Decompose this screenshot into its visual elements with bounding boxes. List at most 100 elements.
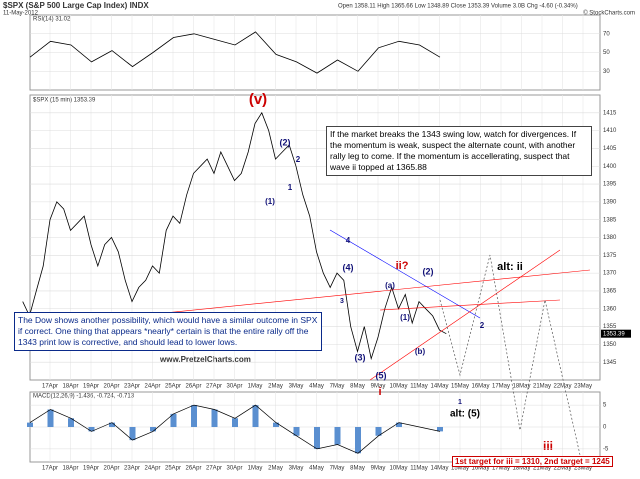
wave-label: (1) bbox=[400, 313, 410, 322]
macd-bar bbox=[437, 427, 443, 432]
x-tick-label: 23May bbox=[574, 466, 592, 472]
x-tick-label: 23May bbox=[574, 384, 592, 390]
x-tick-label: 26Apr bbox=[185, 384, 201, 390]
y-tick-label: 1395 bbox=[603, 182, 617, 188]
wave-label: ii? bbox=[396, 260, 409, 272]
macd-bar bbox=[211, 409, 218, 427]
x-tick-label: 15May bbox=[451, 466, 469, 472]
x-tick-label: 7May bbox=[330, 466, 345, 472]
x-tick-label: 24Apr bbox=[144, 384, 160, 390]
macd-bar bbox=[129, 427, 136, 441]
x-tick-label: 14May bbox=[430, 384, 448, 390]
x-tick-label: 1May bbox=[248, 466, 263, 472]
macd-bar bbox=[170, 413, 177, 427]
x-tick-label: 30Apr bbox=[226, 466, 242, 472]
wave-label: (1) bbox=[265, 197, 275, 206]
x-tick-label: 11May bbox=[410, 384, 428, 390]
x-tick-label: 3May bbox=[289, 466, 304, 472]
last-price-box bbox=[601, 329, 631, 338]
x-tick-label: 11May bbox=[410, 466, 428, 472]
macd-bar bbox=[273, 422, 279, 427]
x-tick-label: 21May bbox=[533, 384, 551, 390]
x-tick-label: 1May bbox=[248, 384, 263, 390]
x-tick-label: 2May bbox=[268, 384, 283, 390]
x-tick-label: 22May bbox=[553, 384, 571, 390]
x-tick-label: 24Apr bbox=[144, 466, 160, 472]
y-tick-label: 5 bbox=[603, 403, 607, 409]
x-tick-label: 17May bbox=[492, 384, 510, 390]
note: If the market breaks the 1343 swing low,… bbox=[326, 126, 592, 176]
x-tick-label: 20Apr bbox=[103, 384, 119, 390]
wave-label: (2) bbox=[280, 137, 291, 147]
macd-line bbox=[29, 404, 441, 454]
wave-label: 3 bbox=[340, 298, 344, 305]
wave-label: 2 bbox=[296, 155, 301, 164]
rsi-line bbox=[29, 31, 441, 74]
x-tick-label: 26Apr bbox=[185, 466, 201, 472]
x-tick-label: 23Apr bbox=[124, 384, 140, 390]
x-tick-label: 17May bbox=[492, 466, 510, 472]
macd-bar bbox=[47, 409, 54, 427]
wave-label: 1 bbox=[458, 399, 462, 406]
x-tick-label: 4May bbox=[309, 466, 324, 472]
last-price: 1353.39 bbox=[603, 331, 625, 337]
x-tick-label: 18Apr bbox=[62, 466, 78, 472]
x-tick-label: 8May bbox=[350, 466, 365, 472]
symbol: $SPX (S&P 500 Large Cap Index) INDX bbox=[3, 1, 149, 10]
wave-label: (3) bbox=[355, 352, 366, 362]
x-tick-label: 17Apr bbox=[42, 466, 58, 472]
x-tick-label: 20Apr bbox=[103, 466, 119, 472]
macd-bar bbox=[314, 427, 320, 449]
macd-bar bbox=[68, 418, 74, 427]
y-tick-label: 1385 bbox=[603, 217, 617, 223]
x-tick-label: 10May bbox=[389, 466, 407, 472]
macd-bar bbox=[109, 422, 115, 427]
wave-label: 4 bbox=[346, 236, 351, 245]
x-tick-label: 9May bbox=[371, 384, 386, 390]
dow-note: The Dow shows another possibility, which… bbox=[14, 312, 322, 351]
targets: 1st target for iii = 1310, 2nd target = … bbox=[452, 456, 613, 467]
macd-bar bbox=[375, 427, 382, 436]
macd-bar bbox=[27, 422, 33, 427]
wave-label: 2 bbox=[480, 321, 485, 330]
x-tick-label: 18May bbox=[512, 466, 530, 472]
macd-bar bbox=[396, 422, 402, 427]
wave-label: 1 bbox=[288, 183, 293, 192]
y-tick-label: 1375 bbox=[603, 253, 617, 259]
x-tick-label: 30Apr bbox=[226, 384, 242, 390]
x-tick-label: 14May bbox=[430, 466, 448, 472]
y-tick-label: 1360 bbox=[603, 306, 617, 312]
x-tick-label: 27Apr bbox=[206, 466, 222, 472]
y-tick-label: 1355 bbox=[603, 324, 617, 330]
x-tick-label: 25Apr bbox=[165, 384, 181, 390]
y-tick-label: 1390 bbox=[603, 199, 617, 205]
y-tick-label: -5 bbox=[603, 446, 609, 452]
price-title: $SPX (15 min) 1353.39 bbox=[33, 98, 96, 104]
x-tick-label: 18Apr bbox=[62, 384, 78, 390]
x-tick-label: 19Apr bbox=[83, 466, 99, 472]
y-tick-label: 1415 bbox=[603, 110, 617, 116]
y-tick-label: 30 bbox=[603, 69, 610, 75]
macd-bar bbox=[191, 405, 197, 427]
y-tick-label: 1400 bbox=[603, 164, 617, 170]
y-tick-label: 70 bbox=[603, 31, 610, 37]
wave-label: alt: (5) bbox=[450, 409, 480, 420]
wave-label: alt: ii bbox=[497, 261, 523, 273]
x-tick-label: 27Apr bbox=[206, 384, 222, 390]
macd-bar bbox=[293, 427, 300, 436]
trend-line bbox=[379, 299, 561, 311]
y-tick-label: 1350 bbox=[603, 342, 617, 348]
x-tick-label: 19Apr bbox=[83, 384, 99, 390]
x-tick-label: 16May bbox=[471, 466, 489, 472]
x-tick-label: 9May bbox=[371, 466, 386, 472]
site: www.PretzelCharts.com bbox=[159, 355, 251, 364]
trend-line bbox=[114, 269, 591, 319]
x-tick-label: 3May bbox=[289, 384, 304, 390]
x-tick-label: 17Apr bbox=[42, 384, 58, 390]
x-tick-label: 15May bbox=[451, 384, 469, 390]
x-tick-label: 4May bbox=[309, 384, 324, 390]
y-tick-label: 0 bbox=[603, 425, 607, 431]
wave-label: (v) bbox=[249, 91, 267, 108]
